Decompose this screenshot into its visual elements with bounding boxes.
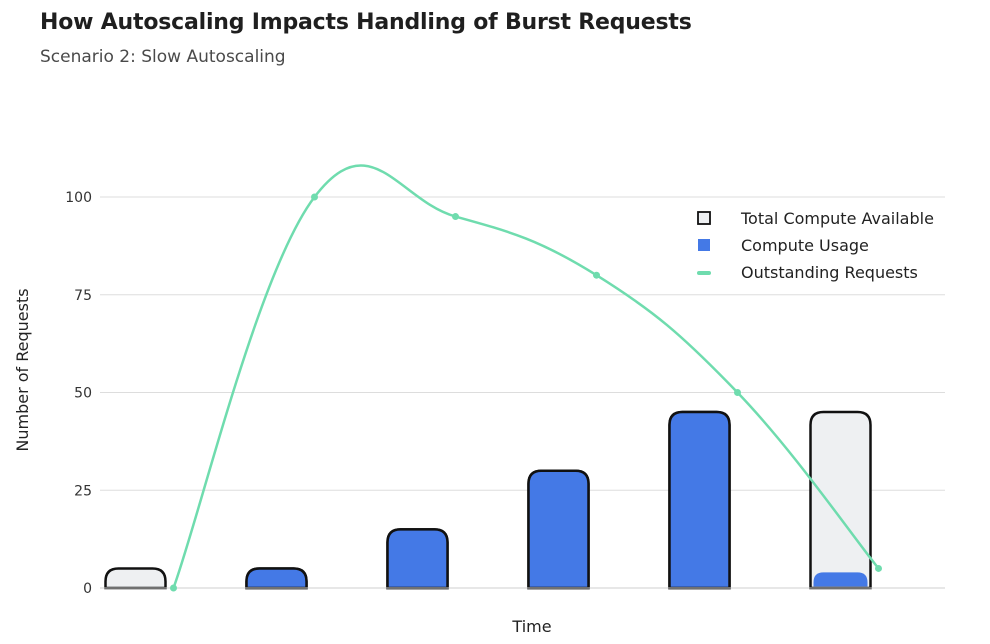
outstanding-requests-point [170, 584, 177, 592]
outstanding-requests-point [875, 564, 882, 572]
legend-label: Outstanding Requests [741, 263, 918, 282]
outstanding-requests-path [172, 164, 880, 589]
usage-bar [813, 572, 868, 587]
usage-bar [245, 567, 308, 590]
legend-swatch-outstanding [697, 271, 711, 275]
legend-label: Total Compute Available [740, 209, 934, 228]
y-tick-label: 25 [74, 483, 92, 499]
usage-bars [245, 410, 868, 590]
usage-bar [668, 410, 731, 590]
legend-label: Compute Usage [741, 236, 869, 255]
outstanding-requests-line [170, 164, 882, 592]
legend-swatch-capacity [697, 211, 711, 225]
y-axis-label: Number of Requests [13, 288, 32, 451]
outstanding-requests-point [593, 271, 600, 279]
y-tick-labels: 0 25 50 75 100 [65, 190, 92, 597]
y-tick-label: 50 [74, 386, 92, 402]
y-tick-label: 75 [74, 288, 92, 304]
capacity-bar [104, 567, 167, 590]
outstanding-requests-point [734, 389, 741, 396]
y-tick-label: 0 [83, 581, 92, 597]
gridlines [100, 196, 945, 491]
x-axis-label: Time [511, 617, 551, 636]
outstanding-requests-point [452, 213, 459, 221]
usage-bar [527, 469, 590, 590]
capacity-bar [809, 410, 872, 590]
outstanding-requests-point [311, 193, 318, 201]
chart-title: How Autoscaling Impacts Handling of Burs… [40, 10, 692, 35]
usage-bar [386, 528, 449, 590]
chart-subtitle: Scenario 2: Slow Autoscaling [40, 47, 286, 67]
y-tick-label: 100 [65, 190, 92, 206]
legend-swatch-usage [698, 239, 710, 251]
legend: Total Compute Available Compute Usage Outs… [697, 209, 934, 282]
